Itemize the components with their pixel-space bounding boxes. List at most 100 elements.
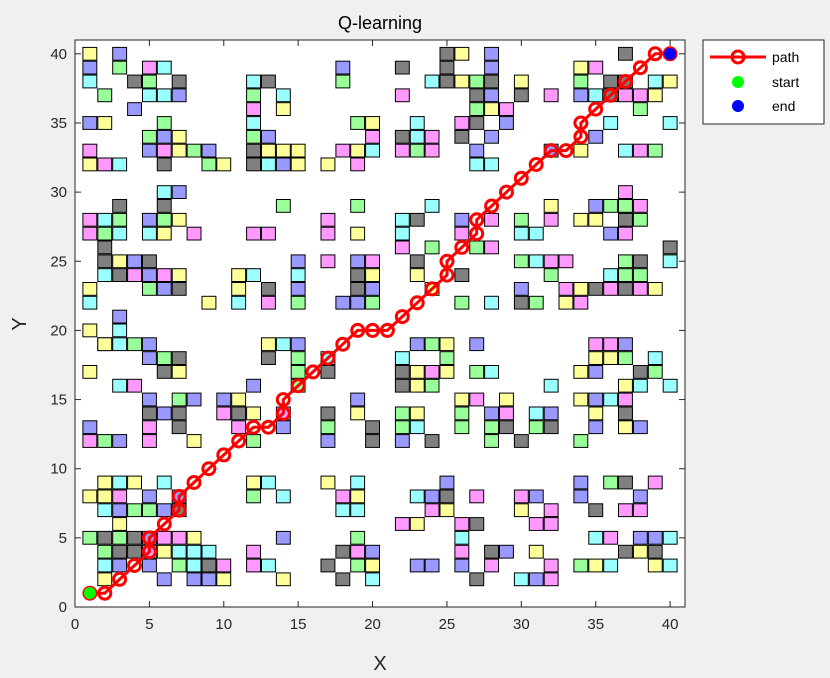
tick-layer: 0 5 10 15 20 25 30 35 40 0 5 10 15 20 25 30 35 40 [50,40,685,633]
obstacle-cell [394,420,410,435]
obstacle-cell [409,558,425,573]
obstacle-cell [394,365,410,379]
obstacle-cell [454,544,470,559]
obstacle-cell [543,572,559,587]
obstacle-cell [142,337,157,352]
path-point [97,585,113,601]
obstacle-cell [97,240,113,255]
obstacle-cell [513,74,529,89]
obstacle-cell [365,434,381,448]
obstacle-cell [662,558,678,573]
obstacle-cell [409,129,425,144]
obstacle-cell [439,365,455,379]
obstacle-cell [484,60,500,75]
obstacle-cell [142,392,157,407]
obstacle-cell [454,226,470,241]
obstacle-cell [350,392,366,407]
obstacle-cell [261,74,276,89]
obstacle-cell [573,558,589,573]
path-point [201,461,217,477]
obstacle-cell [127,74,142,89]
obstacle-cell [112,503,128,518]
path-point [379,322,395,338]
path-point [603,87,619,103]
obstacle-cell [156,212,172,227]
obstacle-cell [528,295,544,310]
obstacle-cell [156,406,172,421]
obstacle-cell [142,268,157,283]
obstacle-cell [142,558,157,573]
obstacle-cell [350,143,366,158]
obstacle-cell [632,88,648,103]
obstacle-cell [454,406,470,421]
obstacle-cell [513,254,529,269]
obstacle-cell [82,60,98,75]
obstacle-cell [454,420,470,435]
obstacle-cell [171,129,187,144]
obstacle-cell [588,420,604,435]
obstacle-cell [632,102,648,116]
obstacle-cell [573,74,589,89]
obstacle-cell [335,544,351,559]
obstacle-cell [261,282,276,296]
obstacle-cell [246,102,262,116]
obstacle-cell [588,337,604,352]
obstacle-cell [454,116,470,130]
obstacle-cell [618,185,633,199]
obstacle-cell [647,74,663,89]
obstacle-cell [216,406,232,421]
obstacle-cell [424,337,440,352]
obstacle-cell [647,530,663,545]
obstacle-cell [142,254,157,269]
obstacle-cell [231,268,247,283]
obstacle-cell [350,558,366,573]
path-point [647,46,663,62]
obstacle-cell [647,143,663,158]
path-point [409,295,425,311]
obstacle-cell [320,420,336,435]
obstacle-cell [439,46,455,61]
obstacle-cell [439,475,455,490]
obstacle-cell [97,544,113,559]
obstacle-cell [261,143,276,158]
obstacle-cell [439,351,455,366]
obstacle-cell [394,88,410,103]
obstacle-cell [365,254,381,269]
obstacle-cell [662,530,678,545]
axes-box [74,39,686,608]
obstacle-cell [82,212,98,227]
obstacle-cell [662,254,678,269]
obstacle-cell [97,212,113,227]
obstacle-cell [424,143,440,158]
path-point [216,447,232,463]
obstacle-cell [290,337,306,352]
obstacle-cell [320,254,336,269]
path-point [141,530,157,546]
obstacle-cell [573,392,589,407]
obstacle-cell [275,572,291,587]
obstacle-cell [409,268,425,283]
obstacle-cell [142,434,157,448]
obstacle-cell [350,530,366,545]
obstacle-cell [394,129,410,144]
obstacle-cell [439,74,455,89]
obstacle-cell [484,212,500,227]
y-tick-label: 25 [50,253,67,270]
obstacle-cell [350,475,366,490]
obstacle-cell [528,517,544,531]
obstacle-cell [618,46,633,61]
obstacle-cell [469,240,485,255]
obstacle-cell [528,489,544,504]
obstacle-cell [290,254,306,269]
obstacle-cell [603,392,619,407]
obstacle-cell [112,475,128,490]
obstacle-cell [618,351,633,366]
obstacle-cell [394,60,410,75]
obstacle-cell [290,282,306,296]
obstacle-cell [499,102,514,116]
path-point [439,253,455,269]
obstacle-cell [543,88,559,103]
obstacle-cell [603,116,619,130]
obstacle-cell [127,378,142,393]
obstacle-cell [543,268,559,283]
